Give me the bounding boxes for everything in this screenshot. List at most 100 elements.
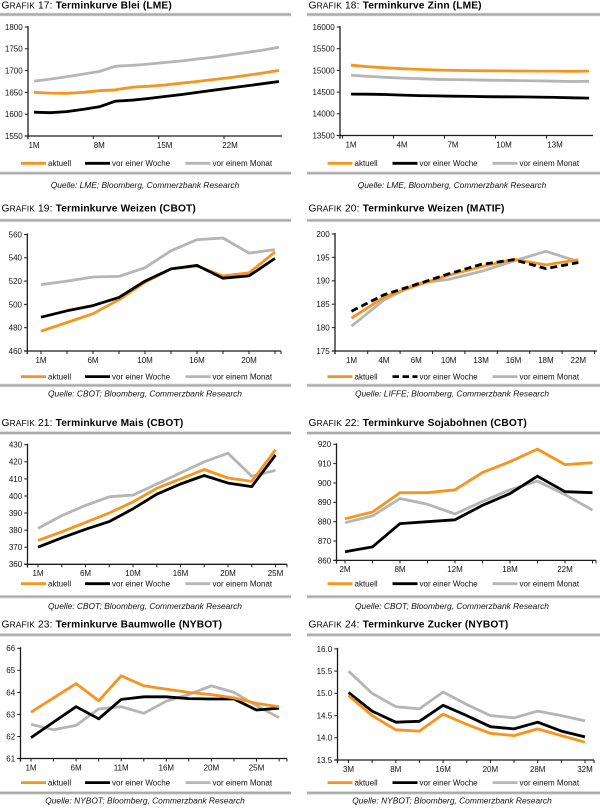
svg-text:420: 420: [9, 458, 23, 467]
svg-text:25M: 25M: [268, 569, 284, 578]
svg-text:Quelle: CBOT; Bloomberg, Comme: Quelle: CBOT; Bloomberg, Commerzbank Res…: [48, 601, 242, 611]
svg-text:6M: 6M: [71, 763, 82, 772]
svg-text:1600: 1600: [5, 110, 23, 119]
svg-text:vor einem Monat: vor einem Monat: [213, 580, 273, 589]
svg-text:16M: 16M: [435, 765, 451, 774]
svg-text:vor einem Monat: vor einem Monat: [213, 373, 273, 382]
svg-text:200: 200: [316, 230, 330, 239]
svg-text:20M: 20M: [204, 763, 220, 772]
svg-text:16M: 16M: [506, 356, 522, 365]
svg-text:460: 460: [9, 347, 23, 356]
svg-text:1M: 1M: [345, 140, 356, 149]
svg-text:vor einem Monat: vor einem Monat: [520, 779, 580, 788]
svg-text:10M: 10M: [125, 569, 141, 578]
svg-text:3M: 3M: [343, 765, 354, 774]
svg-text:12M: 12M: [447, 565, 463, 574]
svg-text:aktuell: aktuell: [355, 373, 378, 382]
svg-text:1550: 1550: [5, 132, 23, 141]
svg-text:175: 175: [316, 347, 330, 356]
svg-text:61: 61: [6, 754, 15, 763]
svg-text:16M: 16M: [173, 569, 189, 578]
svg-text:10M: 10M: [137, 356, 153, 365]
svg-text:16M: 16M: [159, 763, 175, 772]
svg-text:910: 910: [318, 460, 332, 469]
svg-text:4M: 4M: [378, 356, 389, 365]
svg-text:520: 520: [9, 277, 23, 286]
svg-text:1M: 1M: [28, 141, 39, 150]
svg-text:20M: 20M: [220, 569, 236, 578]
svg-text:vor einem Monat: vor einem Monat: [213, 159, 273, 168]
svg-text:890: 890: [318, 498, 332, 507]
svg-text:1800: 1800: [5, 23, 23, 32]
svg-text:7M: 7M: [447, 140, 458, 149]
svg-text:14500: 14500: [312, 88, 335, 97]
svg-text:11M: 11M: [114, 763, 129, 772]
svg-text:Quelle: LIFFE; Bloomberg, Comm: Quelle: LIFFE; Bloomberg, Commerzbank Re…: [355, 389, 549, 399]
svg-text:20M: 20M: [483, 765, 499, 774]
svg-text:500: 500: [9, 300, 23, 309]
svg-text:13M: 13M: [473, 356, 489, 365]
svg-text:vor einer Woche: vor einer Woche: [420, 779, 479, 788]
svg-text:GRAFIK 18: Terminkurve Zinn (L: GRAFIK 18: Terminkurve Zinn (LME): [309, 1, 482, 12]
svg-text:10M: 10M: [496, 140, 512, 149]
svg-text:8M: 8M: [94, 141, 105, 150]
svg-text:2M: 2M: [339, 565, 350, 574]
svg-text:GRAFIK 21: Terminkurve Mais (C: GRAFIK 21: Terminkurve Mais (CBOT): [2, 418, 184, 429]
svg-text:8M: 8M: [394, 565, 405, 574]
svg-text:870: 870: [318, 537, 332, 546]
svg-text:560: 560: [9, 230, 23, 239]
svg-text:15000: 15000: [312, 66, 335, 75]
svg-text:vor einer Woche: vor einer Woche: [112, 373, 171, 382]
svg-text:13.5: 13.5: [317, 756, 333, 765]
svg-text:1M: 1M: [35, 356, 46, 365]
svg-text:6M: 6M: [411, 356, 422, 365]
svg-text:vor einem Monat: vor einem Monat: [520, 580, 580, 589]
svg-text:Quelle: NYBOT; Bloomberg, Comm: Quelle: NYBOT; Bloomberg, Commerzbank Re…: [45, 796, 245, 806]
svg-text:22M: 22M: [571, 356, 587, 365]
svg-text:20M: 20M: [241, 356, 257, 365]
svg-text:1M: 1M: [346, 356, 357, 365]
svg-text:10M: 10M: [441, 356, 457, 365]
svg-text:66: 66: [6, 644, 15, 653]
svg-text:aktuell: aktuell: [355, 159, 378, 168]
svg-text:6M: 6M: [80, 569, 91, 578]
svg-text:900: 900: [318, 479, 332, 488]
svg-text:65: 65: [6, 666, 15, 675]
svg-text:Quelle: LME, Bloomberg, Commer: Quelle: LME, Bloomberg, Commerzbank Rese…: [358, 180, 547, 190]
svg-text:22M: 22M: [222, 141, 238, 150]
svg-text:vor einer Woche: vor einer Woche: [420, 373, 479, 382]
svg-text:aktuell: aktuell: [355, 779, 378, 788]
svg-text:GRAFIK 24: Terminkurve Zucker: GRAFIK 24: Terminkurve Zucker (NYBOT): [309, 619, 509, 630]
svg-text:14000: 14000: [312, 110, 335, 119]
svg-text:410: 410: [9, 475, 23, 484]
svg-text:15.5: 15.5: [317, 667, 333, 676]
svg-text:GRAFIK 19: Terminkurve Weizen: GRAFIK 19: Terminkurve Weizen (CBOT): [2, 204, 196, 215]
svg-text:18M: 18M: [502, 565, 518, 574]
svg-text:aktuell: aktuell: [48, 779, 71, 788]
svg-text:vor einer Woche: vor einer Woche: [112, 580, 171, 589]
svg-text:1M: 1M: [32, 569, 43, 578]
svg-text:28M: 28M: [530, 765, 546, 774]
svg-text:1700: 1700: [5, 67, 23, 76]
svg-text:GRAFIK 22: Terminkurve Sojaboh: GRAFIK 22: Terminkurve Sojabohnen (CBOT): [309, 418, 527, 429]
svg-text:190: 190: [316, 277, 330, 286]
svg-text:64: 64: [6, 688, 15, 697]
svg-text:vor einem Monat: vor einem Monat: [213, 779, 273, 788]
svg-text:860: 860: [318, 556, 332, 565]
svg-text:18M: 18M: [538, 356, 554, 365]
svg-text:Quelle: CBOT; Bloomberg, Comme: Quelle: CBOT; Bloomberg, Commerzbank Res…: [48, 389, 242, 399]
svg-text:62: 62: [6, 732, 15, 741]
svg-text:16.0: 16.0: [317, 645, 333, 654]
svg-text:15M: 15M: [157, 141, 173, 150]
svg-text:aktuell: aktuell: [355, 580, 378, 589]
svg-text:360: 360: [9, 560, 23, 569]
svg-text:1650: 1650: [5, 88, 23, 97]
svg-text:vor einem Monat: vor einem Monat: [520, 373, 580, 382]
svg-text:aktuell: aktuell: [48, 159, 71, 168]
svg-text:540: 540: [9, 254, 23, 263]
svg-text:Quelle: LME; Bloomberg, Commer: Quelle: LME; Bloomberg, Commerzbank Rese…: [51, 180, 240, 190]
svg-text:430: 430: [9, 441, 23, 450]
svg-text:6M: 6M: [87, 356, 98, 365]
svg-text:vor einem Monat: vor einem Monat: [520, 159, 580, 168]
svg-text:15.0: 15.0: [317, 689, 333, 698]
